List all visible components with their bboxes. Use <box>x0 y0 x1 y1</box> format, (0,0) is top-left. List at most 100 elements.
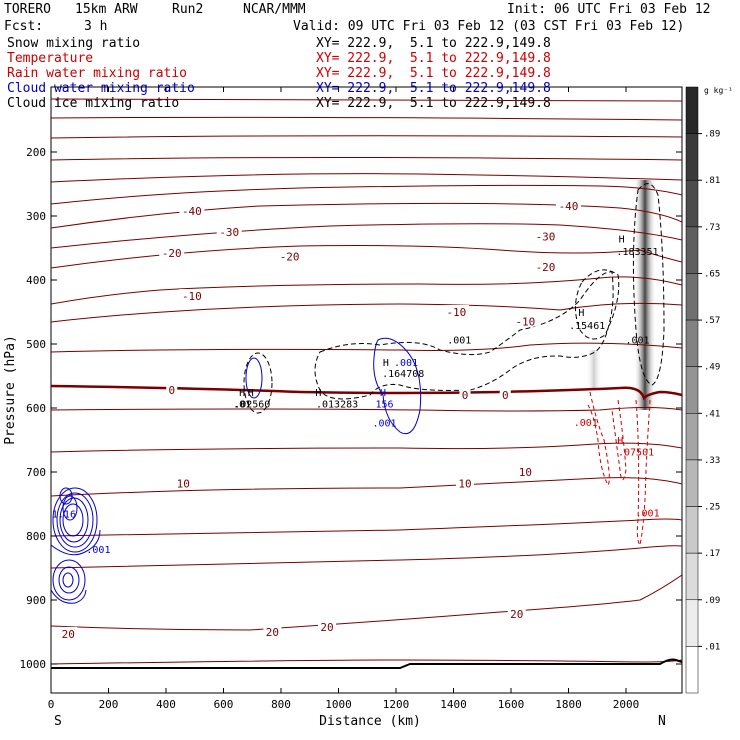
contour-value-label: H <box>248 388 254 399</box>
valid-time: Valid: 09 UTC Fri 03 Feb 12 (03 CST Fri … <box>293 19 685 34</box>
temp-contour <box>51 545 682 569</box>
temperature-label: 0 <box>462 389 469 402</box>
y-tick-label: 900 <box>26 594 46 607</box>
cloud-water-contour <box>373 337 422 435</box>
temp-label-bg <box>166 383 178 396</box>
contour-value-label: H <box>383 358 389 369</box>
temp-label-bg <box>499 388 511 401</box>
temperature-contours <box>51 98 682 665</box>
y-tick-label: 200 <box>26 146 46 159</box>
y-axis-title: Pressure (hPa) <box>3 335 18 445</box>
temp-contour <box>51 342 682 353</box>
rain-contour <box>587 391 610 486</box>
temperature-label: -20 <box>536 261 556 274</box>
temp-contour <box>51 202 682 229</box>
ice-contour <box>632 183 665 386</box>
x-tick-label: 400 <box>156 698 176 711</box>
cloud-water-contours <box>51 337 422 604</box>
temp-contour <box>51 442 682 453</box>
temp-contour <box>51 116 682 121</box>
contour-value-label: .001 <box>636 508 660 519</box>
y-tick-label: 700 <box>26 466 46 479</box>
temperature-labels: -40 -40 -30 -30 -20 -20 -20 -10 -10 -10 0 0 0 10 10 10 2… <box>59 198 581 641</box>
north-label: N <box>658 714 666 729</box>
temperature-label: -40 <box>559 200 579 213</box>
temperature-label: -10 <box>515 316 535 329</box>
contour-value-label: .001 <box>372 419 396 430</box>
temp-label-bg <box>263 625 282 637</box>
rain-contour <box>611 399 627 481</box>
contour-value-label: .001 <box>574 418 598 429</box>
run-label: Run2 <box>172 2 204 17</box>
contour-value-label: H <box>578 308 584 319</box>
colorbar-level-label: .41 <box>704 409 720 419</box>
legend-temperature-label: Temperature <box>7 51 94 66</box>
temp-label-bg <box>179 289 205 301</box>
snow-shading-core <box>634 180 656 410</box>
colorbar-level-label: .81 <box>704 176 720 186</box>
zero-isotherm <box>51 384 682 401</box>
plot-frame <box>50 86 683 694</box>
contour-value-label: .013283 <box>316 400 358 411</box>
colorbar-segment <box>685 459 699 507</box>
temp-contour <box>51 276 682 305</box>
colorbar: g kg⁻¹ .89 .81 .73 .65 .57 .49 .41 .33 .25 .17 .09… <box>685 86 733 694</box>
rain-contour <box>635 399 651 547</box>
contour-value-label: .07501 <box>618 448 654 459</box>
ice-contour <box>575 269 620 340</box>
temp-contour <box>51 184 682 205</box>
contour-value-label: H <box>380 388 386 399</box>
temp-contour <box>51 173 682 183</box>
temp-label-bg <box>533 260 558 273</box>
temp-contour <box>51 245 682 269</box>
temperature-label: -40 <box>182 205 202 218</box>
colorbar-level-label: .17 <box>704 549 720 559</box>
temperature-label: -10 <box>182 290 202 303</box>
colorbar-segment <box>685 226 699 274</box>
temp-label-bg <box>318 619 336 632</box>
snow-shading-secondary <box>586 350 602 390</box>
colorbar-segment <box>685 646 699 694</box>
legend-cloud-water-label: Cloud water mixing ratio <box>7 81 195 96</box>
temp-label-bg <box>516 465 535 477</box>
x-tick-label: 1400 <box>440 698 467 711</box>
colorbar-segment <box>685 366 699 414</box>
forecast-hour: 3 h <box>84 19 108 34</box>
colorbar-level-label: .57 <box>704 316 720 326</box>
colorbar-segment <box>685 179 699 228</box>
colorbar-segment <box>685 319 699 367</box>
x-tick-label: 600 <box>214 698 234 711</box>
temp-contour <box>51 477 682 497</box>
x-tick-label: 1600 <box>498 698 525 711</box>
legend-snow-label: Snow mixing ratio <box>7 36 141 51</box>
x-axis: 0 200 400 600 800 1000 1200 1400 1600 1800 2000 <box>48 87 639 711</box>
colorbar-units: g kg⁻¹ <box>704 86 733 95</box>
colorbar-level-label: .49 <box>704 363 720 373</box>
temp-contour <box>51 518 682 537</box>
center-label: NCAR/MMM <box>243 2 306 17</box>
lower-left-cloud-water <box>51 487 101 604</box>
temperature-label: 20 <box>510 608 523 621</box>
contour-value-label: .001 <box>86 545 110 556</box>
colorbar-segment <box>685 599 699 647</box>
contour-value-label: .183351 <box>616 247 658 258</box>
temp-label-bg <box>456 476 474 489</box>
temperature-label: 10 <box>519 466 532 479</box>
y-tick-label: 500 <box>26 338 46 351</box>
temperature-label: 0 <box>168 384 175 397</box>
temp-contour <box>51 223 682 249</box>
x-tick-label: 0 <box>48 698 55 711</box>
y-tick-label: 1000 <box>20 658 47 671</box>
temp-label-bg <box>59 626 78 639</box>
y-tick-label: 600 <box>26 402 46 415</box>
contour-value-label: H <box>315 388 321 399</box>
temp-label-bg <box>512 314 538 327</box>
temperature-label: 20 <box>62 628 75 641</box>
temp-label-bg <box>216 225 242 237</box>
temperature-label: -30 <box>219 226 239 239</box>
x-tick-label: 1200 <box>383 698 410 711</box>
contour-value-label: .001 <box>625 336 649 347</box>
